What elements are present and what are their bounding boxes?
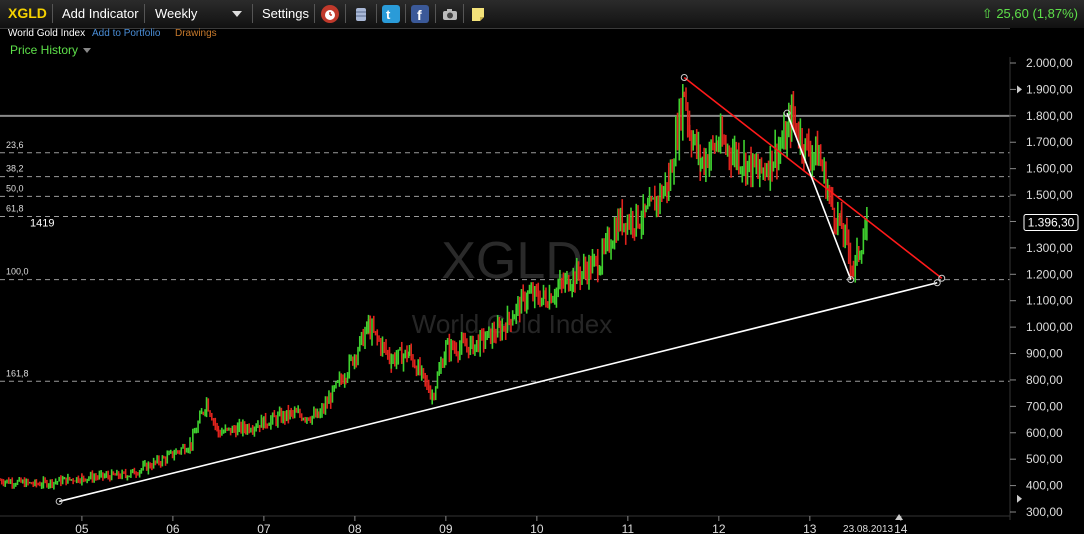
y-tick-label: 600,00 xyxy=(1026,426,1063,440)
y-tick-label: 1.500,00 xyxy=(1026,188,1073,202)
fib-level-label: 23,6 xyxy=(6,140,24,150)
y-tick-label: 1.900,00 xyxy=(1026,82,1073,96)
symbol-label[interactable]: XGLD xyxy=(8,5,47,21)
arrow-up-icon: ⇧ xyxy=(981,6,993,21)
y-tick-label: 900,00 xyxy=(1026,347,1063,361)
interval-select[interactable]: Weekly xyxy=(155,6,198,21)
svg-text:t: t xyxy=(386,7,391,22)
fib-level-label: 38,2 xyxy=(6,164,24,174)
svg-text:f: f xyxy=(417,7,422,23)
toolbar-divider xyxy=(435,4,436,23)
x-tick-label: 14 xyxy=(894,522,908,534)
date-label: 23.08.2013 xyxy=(843,524,893,534)
trendline-white xyxy=(58,281,938,503)
settings-button[interactable]: Settings xyxy=(262,6,309,21)
x-tick-label: 11 xyxy=(622,522,635,534)
trendline-anchor-handle xyxy=(55,497,63,505)
price-change-value: 25,60 (1,87%) xyxy=(996,6,1078,21)
drawings-link[interactable]: Drawings xyxy=(175,28,217,39)
current-price-label: 1.396,30 xyxy=(1028,216,1075,230)
toolbar-divider xyxy=(52,4,53,23)
toolbar-divider xyxy=(252,4,253,23)
y-tick-label: 400,00 xyxy=(1026,479,1063,493)
y-tick-label: 2.000,00 xyxy=(1026,56,1073,70)
trendline-white xyxy=(786,112,852,280)
toolbar-divider xyxy=(144,4,145,23)
y-tick-label: 800,00 xyxy=(1026,373,1063,387)
chevron-down-icon xyxy=(83,48,92,54)
fib-level-label: 50,0 xyxy=(6,183,24,193)
camera-icon[interactable] xyxy=(441,5,459,23)
y-tick-label: 1.300,00 xyxy=(1026,241,1073,255)
fib-value-label: 1419 xyxy=(30,217,54,229)
y-tick-label: 1.000,00 xyxy=(1026,320,1073,334)
y-tick-label: 500,00 xyxy=(1026,452,1063,466)
trendline-anchor-handle xyxy=(847,276,855,284)
instrument-name: World Gold Index xyxy=(8,28,86,39)
axis-marker-icon xyxy=(1017,494,1022,503)
toolbar-divider xyxy=(376,4,377,23)
twitter-icon[interactable]: t xyxy=(382,5,400,23)
alarm-clock-icon[interactable] xyxy=(321,5,339,23)
x-tick-label: 08 xyxy=(348,522,362,534)
toolbar-divider xyxy=(345,4,346,23)
trendline-anchor-handle xyxy=(933,279,941,287)
y-axis-panel xyxy=(1010,28,1084,534)
x-tick-label: 12 xyxy=(712,522,726,534)
database-icon[interactable] xyxy=(352,5,370,23)
toolbar-divider xyxy=(314,4,315,23)
fib-level-label: 100,0 xyxy=(6,267,29,277)
fib-level-label: 61,8 xyxy=(6,203,24,213)
facebook-icon[interactable]: f xyxy=(411,5,429,23)
y-tick-label: 1.800,00 xyxy=(1026,109,1073,123)
trendline-anchor-handle xyxy=(938,274,946,282)
y-tick-label: 300,00 xyxy=(1026,505,1063,519)
x-tick-label: 05 xyxy=(75,522,89,534)
add-indicator-button[interactable]: Add Indicator xyxy=(62,6,139,21)
y-tick-label: 1.700,00 xyxy=(1026,135,1073,149)
x-tick-label: 10 xyxy=(530,522,544,534)
add-to-portfolio-link[interactable]: Add to Portfolio xyxy=(92,28,161,39)
price-history-label: Price History xyxy=(10,43,79,57)
price-history-menu[interactable]: Price History xyxy=(10,43,92,57)
x-tick-label: 13 xyxy=(803,522,817,534)
current-price-box xyxy=(1023,214,1079,232)
y-tick-label: 1.100,00 xyxy=(1026,294,1073,308)
y-tick-label: 1.200,00 xyxy=(1026,267,1073,281)
axis-marker-icon xyxy=(1017,85,1022,94)
toolbar-divider xyxy=(463,4,464,23)
trendline-anchor-handle xyxy=(680,74,688,82)
fib-level-label: 161,8 xyxy=(6,368,29,378)
x-tick-label: 09 xyxy=(439,522,453,534)
y-tick-label: 1.600,00 xyxy=(1026,162,1073,176)
toolbar: XGLD Add Indicator Weekly Settings t f ⇧… xyxy=(0,0,1084,29)
toolbar-divider xyxy=(405,4,406,23)
sticky-note-icon[interactable] xyxy=(469,5,487,23)
trendline-anchor-handle xyxy=(783,109,791,117)
trendline-red xyxy=(683,76,943,279)
x-tick-label: 06 xyxy=(166,522,180,534)
price-change: ⇧ 25,60 (1,87%) xyxy=(982,6,1078,22)
chevron-down-icon[interactable] xyxy=(232,11,242,17)
date-marker-icon xyxy=(895,514,904,520)
y-tick-label: 700,00 xyxy=(1026,399,1063,413)
x-tick-label: 07 xyxy=(257,522,271,534)
